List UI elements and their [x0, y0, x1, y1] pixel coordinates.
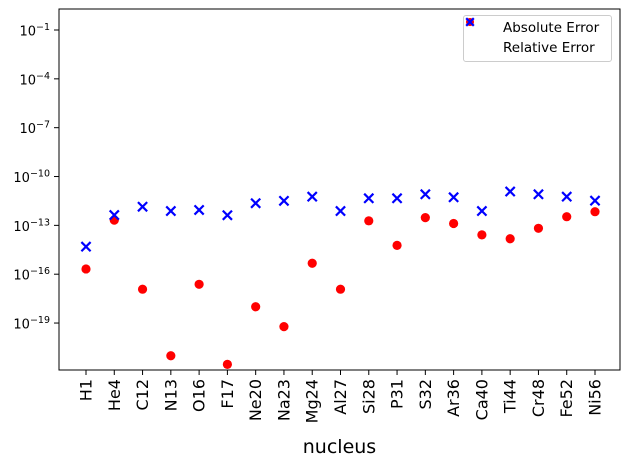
x-tick-label-Ne20: Ne20 — [246, 379, 265, 421]
x-tick-label-Na23: Na23 — [274, 379, 293, 421]
point-relative-error-Ni56 — [589, 195, 601, 207]
x-tick-label-N13: N13 — [161, 379, 180, 411]
point-absolute-error-Ca40 — [477, 230, 487, 240]
x-tick-label-Ar36: Ar36 — [444, 379, 463, 417]
x-tick-label-Ni56: Ni56 — [586, 379, 605, 416]
point-relative-error-S32 — [419, 188, 431, 200]
point-relative-error-Fe52 — [561, 191, 573, 203]
point-absolute-error-P31 — [392, 240, 402, 250]
point-relative-error-N13 — [165, 205, 177, 217]
point-absolute-error-Al27 — [335, 284, 346, 294]
x-tick-label-F17: F17 — [218, 379, 237, 409]
y-tick-label: 10−13 — [13, 217, 50, 235]
point-relative-error-Ar36 — [448, 191, 459, 203]
point-relative-error-Ca40 — [476, 205, 488, 217]
point-absolute-error-Ni56 — [590, 207, 600, 217]
x-tick-label-Cr48: Cr48 — [529, 379, 548, 417]
x-tick-label-C12: C12 — [133, 379, 152, 411]
point-relative-error-Mg24 — [306, 191, 318, 203]
point-absolute-error-F17 — [222, 359, 232, 369]
point-relative-error-Ne20 — [250, 197, 262, 209]
point-absolute-error-Ar36 — [449, 218, 459, 229]
point-relative-error-H1 — [80, 241, 92, 253]
legend-label-relative-error: Relative Error — [503, 39, 595, 56]
y-tick-label: 10−19 — [13, 315, 50, 333]
x-tick-label-S32: S32 — [416, 379, 435, 410]
point-relative-error-C12 — [137, 201, 148, 213]
axes-frame — [58, 8, 621, 371]
point-absolute-error-Fe52 — [562, 212, 572, 222]
point-relative-error-F17 — [222, 209, 233, 221]
point-absolute-error-C12 — [137, 284, 148, 294]
point-absolute-error-Na23 — [279, 322, 289, 332]
axes-background — [59, 9, 620, 370]
point-absolute-error-O16 — [194, 279, 204, 289]
point-relative-error-Ti44 — [504, 186, 516, 197]
x-tick-label-H1: H1 — [77, 379, 96, 401]
point-absolute-error-Mg24 — [307, 258, 317, 268]
x-tick-label-Ti44: Ti44 — [501, 379, 520, 414]
point-relative-error-O16 — [193, 204, 205, 216]
x-tick-label-Si28: Si28 — [359, 379, 378, 414]
point-absolute-error-Ne20 — [251, 302, 261, 312]
y-tick-label: 10−10 — [13, 169, 50, 187]
x-tick-label-P31: P31 — [388, 379, 407, 409]
point-relative-error-He4 — [108, 209, 120, 221]
x-tick-label-He4: He4 — [105, 379, 124, 411]
x-axis-label: nucleus — [302, 436, 377, 458]
x-tick-label-Mg24: Mg24 — [303, 379, 322, 423]
point-absolute-error-S32 — [420, 212, 430, 223]
x-tick-label-Al27: Al27 — [331, 379, 350, 415]
point-absolute-error-N13 — [166, 351, 176, 361]
legend: Absolute Error Relative Error — [463, 15, 612, 62]
circle-marker-icon — [466, 18, 490, 35]
x-marker-icon — [465, 17, 490, 54]
y-tick-label: 10−1 — [19, 22, 50, 40]
point-relative-error-Si28 — [363, 192, 375, 204]
y-tick-label: 10−7 — [19, 120, 50, 138]
x-tick-label-Ca40: Ca40 — [472, 379, 491, 420]
x-tick-label-O16: O16 — [190, 379, 209, 412]
x-tick-label-Fe52: Fe52 — [557, 379, 576, 418]
legend-item-relative-error: Relative Error — [464, 17, 611, 56]
point-absolute-error-Si28 — [364, 216, 374, 226]
legend-item-absolute-error: Absolute Error — [464, 18, 611, 36]
point-relative-error-Na23 — [278, 195, 290, 207]
point-relative-error-Cr48 — [533, 188, 544, 200]
point-absolute-error-Cr48 — [533, 223, 544, 233]
legend-label-absolute-error: Absolute Error — [503, 20, 600, 36]
point-absolute-error-Ti44 — [505, 234, 515, 244]
point-relative-error-Al27 — [335, 205, 346, 217]
point-relative-error-P31 — [391, 192, 403, 204]
point-absolute-error-H1 — [81, 264, 91, 274]
y-tick-label: 10−4 — [19, 71, 50, 89]
y-tick-label: 10−16 — [13, 266, 50, 284]
